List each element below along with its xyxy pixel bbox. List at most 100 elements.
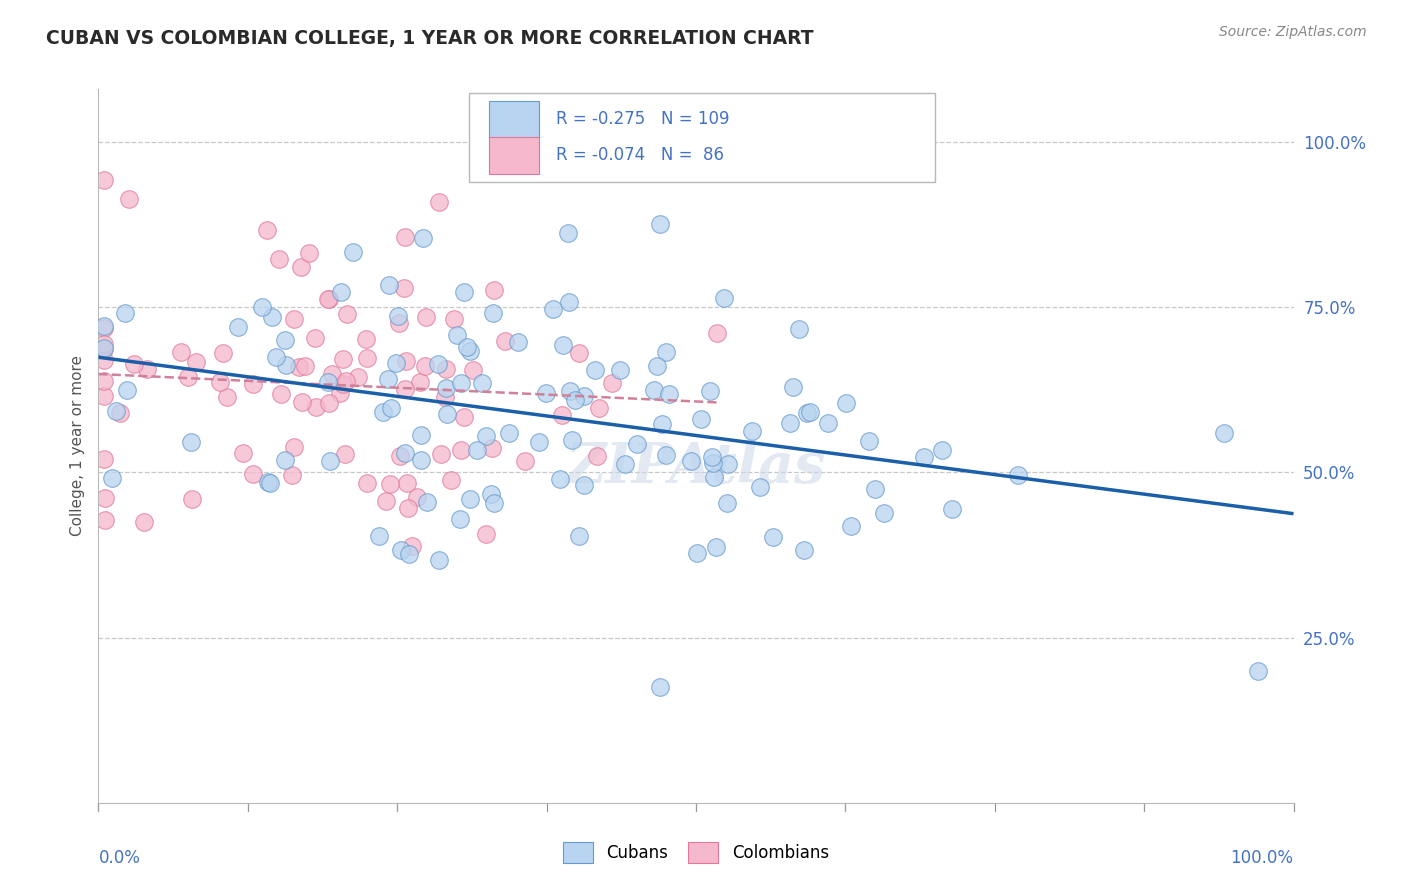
Colombians [430, 446, 453, 460]
Cubans [762, 530, 785, 544]
Cubans [858, 434, 880, 448]
Cubans [572, 389, 595, 403]
Cubans [835, 396, 858, 410]
Cubans [643, 383, 665, 397]
Colombians [494, 334, 516, 348]
Colombians [321, 367, 343, 381]
Cubans [557, 227, 579, 241]
Colombians [212, 346, 235, 360]
Cubans [117, 383, 139, 397]
Cubans [702, 456, 724, 470]
Colombians [290, 260, 312, 274]
Colombians [513, 454, 536, 468]
Cubans [704, 540, 727, 554]
Text: 100.0%: 100.0% [1230, 849, 1294, 867]
Colombians [408, 375, 430, 389]
Colombians [551, 408, 574, 422]
Cubans [655, 345, 678, 359]
Colombians [316, 293, 339, 307]
Cubans [367, 529, 389, 543]
Cubans [655, 449, 678, 463]
Cubans [416, 494, 439, 508]
Cubans [456, 340, 478, 354]
Cubans [841, 519, 863, 533]
Cubans [527, 434, 550, 449]
Y-axis label: College, 1 year or more: College, 1 year or more [69, 356, 84, 536]
Colombians [270, 387, 292, 401]
Cubans [411, 428, 433, 442]
Colombians [336, 307, 359, 321]
Cubans [799, 405, 821, 419]
Cubans [434, 381, 457, 395]
Colombians [93, 353, 115, 368]
Colombians [269, 252, 291, 267]
Cubans [250, 300, 273, 314]
Cubans [262, 310, 284, 325]
Colombians [305, 400, 328, 414]
Cubans [686, 546, 709, 560]
Text: R = -0.074   N =  86: R = -0.074 N = 86 [557, 146, 724, 164]
Cubans [385, 356, 408, 370]
Cubans [550, 472, 572, 486]
Colombians [93, 491, 115, 505]
Cubans [717, 457, 740, 471]
Colombians [481, 441, 503, 455]
Cubans [873, 506, 896, 520]
Cubans [703, 470, 725, 484]
Colombians [93, 452, 115, 467]
Cubans [475, 121, 498, 136]
Colombians [93, 172, 115, 186]
Text: ZIPAtlas: ZIPAtlas [565, 440, 827, 495]
Cubans [100, 471, 122, 485]
Cubans [557, 295, 579, 310]
Cubans [259, 475, 281, 490]
Cubans [436, 407, 458, 421]
Cubans [699, 384, 721, 399]
Colombians [184, 354, 207, 368]
Cubans [912, 450, 935, 464]
Cubans [749, 480, 772, 494]
Colombians [401, 539, 423, 553]
Cubans [446, 327, 468, 342]
Colombians [394, 230, 416, 244]
Cubans [481, 487, 503, 501]
Cubans [626, 437, 648, 451]
Colombians [375, 493, 398, 508]
Cubans [648, 680, 672, 694]
Colombians [395, 354, 418, 368]
Cubans [702, 450, 724, 464]
Cubans [741, 424, 763, 438]
Cubans [330, 285, 353, 300]
Cubans [1247, 664, 1270, 678]
Text: Source: ZipAtlas.com: Source: ZipAtlas.com [1219, 25, 1367, 39]
Cubans [558, 384, 581, 399]
Colombians [209, 375, 232, 389]
Colombians [136, 361, 159, 376]
Cubans [609, 363, 631, 377]
Colombians [298, 246, 321, 260]
Colombians [118, 192, 141, 206]
Colombians [332, 351, 354, 366]
Colombians [281, 468, 304, 483]
Cubans [475, 428, 498, 442]
Colombians [392, 281, 415, 295]
Colombians [427, 194, 450, 209]
Cubans [648, 217, 671, 231]
Cubans [568, 528, 591, 542]
Colombians [93, 342, 115, 356]
Colombians [415, 310, 437, 325]
Cubans [551, 337, 574, 351]
Colombians [356, 332, 378, 346]
Colombians [287, 359, 309, 374]
Cubans [614, 457, 637, 471]
Colombians [93, 321, 115, 335]
Colombians [706, 326, 728, 340]
Colombians [93, 337, 115, 351]
Cubans [377, 372, 399, 386]
Cubans [713, 291, 735, 305]
Colombians [318, 292, 340, 306]
Cubans [541, 301, 564, 316]
Colombians [318, 396, 340, 410]
Cubans [460, 491, 482, 506]
Colombians [406, 491, 429, 505]
